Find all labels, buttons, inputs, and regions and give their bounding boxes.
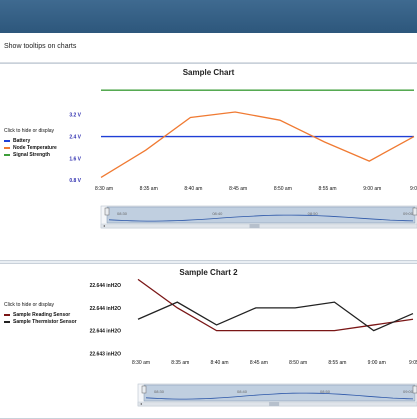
y-tick-label: 22.643 inH2O — [90, 351, 122, 357]
navigator-right-handle[interactable] — [412, 385, 417, 394]
navigator-right-handle[interactable] — [412, 207, 417, 216]
navigator-tick-label: 08:40 — [212, 211, 223, 216]
x-tick-label: 8:45 am — [229, 186, 247, 192]
x-tick-label: 8:40 am — [184, 186, 202, 192]
navigator-left-handle[interactable] — [141, 385, 147, 394]
sample-thermistor-sensor-swatch — [4, 320, 10, 323]
chart-title: Sample Chart — [182, 68, 235, 77]
chart-canvas: 3.2 V 2.4 V 1.6 V 0.8 V 8:30 am 8:35 am 8:40 a… — [69, 89, 417, 229]
node-temperature-swatch — [4, 146, 10, 149]
navigator-selection[interactable] — [143, 384, 416, 402]
app-header-bar — [0, 0, 417, 34]
x-tick-label: 8:50 am — [274, 186, 292, 192]
scroll-left-icon: ◂ — [103, 223, 105, 228]
sample-reading-sensor-swatch — [4, 313, 10, 316]
x-tick-label: 8:30 am — [95, 186, 113, 192]
y-tick-label: 22.644 inH2O — [90, 283, 122, 289]
legend-label: Node Temperature — [13, 144, 57, 151]
tooltips-toggle-label[interactable]: Show tooltips on charts — [4, 43, 77, 50]
x-tick-label: 9:00 am — [363, 186, 381, 192]
series-line-sample-reading-sensor[interactable] — [137, 278, 414, 332]
series-line-sample-thermistor-sensor[interactable] — [137, 301, 414, 332]
navigator-tick-label: 08:40 — [237, 389, 248, 394]
legend-hint: Click to hide or display — [4, 128, 55, 134]
tooltips-toggle-row[interactable]: Show tooltips on charts — [0, 33, 417, 63]
navigator-series-line — [108, 214, 414, 222]
navigator-series-line — [145, 392, 414, 400]
x-tick-label: 8:45 am — [250, 360, 268, 366]
y-tick-label: 1.6 V — [69, 156, 81, 162]
y-tick-label: 2.4 V — [69, 135, 81, 141]
navigator-left-handle[interactable] — [104, 207, 110, 216]
legend-item-sample-reading-sensor[interactable]: Sample Reading Sensor — [4, 311, 94, 318]
chart-legend: Click to hide or display Sample Reading … — [4, 302, 94, 325]
y-tick-label: 0.8 V — [69, 178, 81, 184]
legend-label: Signal Strength — [13, 151, 50, 158]
signal-strength-swatch — [4, 153, 10, 156]
battery-swatch — [4, 139, 10, 142]
x-tick-label: 8:55 am — [328, 360, 346, 366]
x-tick-label: 9:05 a — [409, 360, 417, 366]
x-tick-label: 8:55 am — [319, 186, 337, 192]
x-tick-label: 9:05 a — [410, 186, 417, 192]
chart-title: Sample Chart 2 — [179, 268, 238, 277]
x-tick-label: 8:50 am — [289, 360, 307, 366]
y-tick-label: 22.644 inH2O — [90, 329, 122, 335]
chart-panel-1: Sample Chart Click to hide or display Ba… — [0, 63, 417, 261]
navigator-tick-label: 08:30 — [117, 211, 128, 216]
x-tick-label: 8:30 am — [132, 360, 150, 366]
x-tick-label: 8:35 am — [140, 186, 158, 192]
navigator-tick-label: 08:50 — [320, 389, 331, 394]
legend-item-battery[interactable]: Battery — [4, 137, 94, 144]
chart-panel-2: Sample Chart 2 Click to hide or display … — [0, 263, 417, 419]
legend-label: Sample Reading Sensor — [13, 311, 71, 318]
legend-label: Battery — [13, 137, 31, 144]
legend-hint: Click to hide or display — [4, 302, 55, 308]
navigator-scrollbar-thumb[interactable] — [249, 224, 260, 228]
chart-legend: Click to hide or display Battery Node Te… — [4, 128, 94, 158]
navigator-scrollbar-thumb[interactable] — [269, 402, 280, 406]
y-tick-label: 22.644 inH2O — [90, 306, 122, 312]
navigator-tick-label: 08:30 — [154, 389, 165, 394]
scroll-left-icon: ◂ — [140, 401, 142, 406]
legend-item-sample-thermistor-sensor[interactable]: Sample Thermistor Sensor — [4, 318, 94, 325]
legend-item-node-temperature[interactable]: Node Temperature — [4, 144, 94, 151]
y-tick-label: 3.2 V — [69, 113, 81, 119]
navigator-selection[interactable] — [106, 206, 416, 224]
x-tick-label: 9:00 am — [368, 360, 386, 366]
x-tick-label: 8:40 am — [211, 360, 229, 366]
navigator-tick-label: 09:00 — [403, 389, 414, 394]
x-tick-label: 8:35 am — [171, 360, 189, 366]
legend-item-signal-strength[interactable]: Signal Strength — [4, 151, 94, 158]
chart-canvas: 22.644 inH2O 22.644 inH2O 22.644 inH2O 22.6… — [90, 278, 417, 407]
series-line-node-temperature[interactable] — [100, 111, 415, 179]
legend-label: Sample Thermistor Sensor — [13, 318, 77, 325]
navigator-tick-label: 08:50 — [308, 211, 319, 216]
navigator-tick-label: 09:00 — [403, 211, 414, 216]
